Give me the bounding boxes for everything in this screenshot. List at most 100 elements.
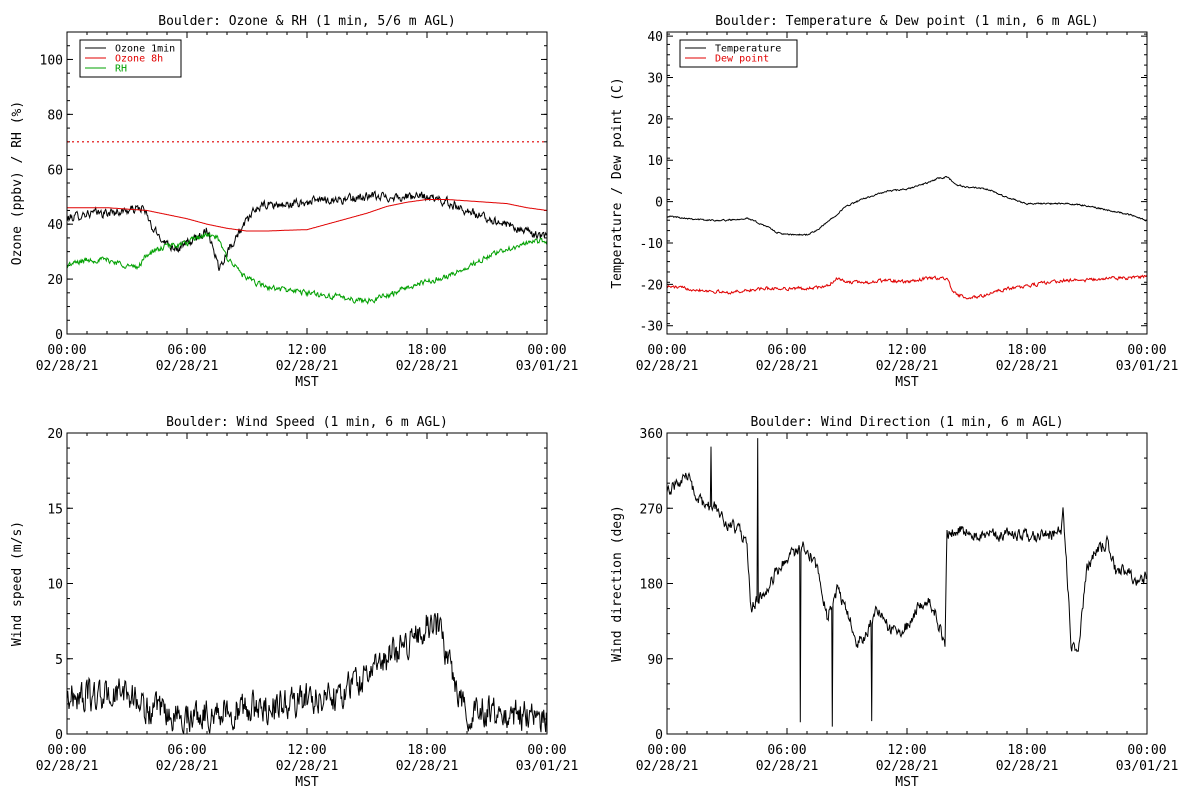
y-tick-label: -20 [640,278,663,293]
x-tick-time: 00:00 [1127,343,1166,358]
x-tick-date: 03/01/21 [516,359,579,374]
x-tick-time: 00:00 [47,743,86,758]
y-tick-label: 0 [655,196,663,211]
x-tick-date: 02/28/21 [396,759,459,774]
y-tick-label: 10 [647,154,663,169]
y-tick-label: 5 [55,653,63,668]
x-tick-date: 02/28/21 [636,759,699,774]
legend-label: Temperature [715,44,781,55]
y-tick-label: 20 [47,427,63,442]
x-tick-date: 02/28/21 [156,759,219,774]
legend-label: RH [115,64,127,75]
x-tick-time: 06:00 [767,343,806,358]
y-tick-label: 10 [47,578,63,593]
y-tick-label: 100 [40,53,63,68]
x-tick-date: 02/28/21 [276,359,339,374]
y-tick-label: 180 [640,578,663,593]
series-line-ozone-8h [67,199,547,232]
y-tick-label: 270 [640,502,663,517]
x-tick-date: 02/28/21 [36,759,99,774]
y-tick-label: 360 [640,427,663,442]
x-tick-time: 06:00 [167,743,206,758]
wind-direction-panel: Boulder: Wind Direction (1 min, 6 m AGL)… [610,415,1178,790]
legend-label: Ozone 8h [115,54,163,65]
y-tick-label: 15 [47,502,63,517]
x-tick-date: 02/28/21 [36,359,99,374]
x-axis-label: MST [295,375,319,390]
y-tick-label: 0 [655,728,663,743]
series-line-dew-point [667,274,1147,300]
y-tick-label: 0 [55,728,63,743]
x-tick-date: 03/01/21 [516,759,579,774]
y-tick-label: 0 [55,328,63,343]
temperature-dewpoint-panel: Boulder: Temperature & Dew point (1 min,… [610,14,1178,390]
x-axis-label: MST [895,775,919,790]
plot-data [667,438,1147,727]
plot-data [67,141,547,305]
y-axis-label: Ozone (ppbv) / RH (%) [10,101,25,265]
x-tick-time: 00:00 [527,343,566,358]
x-tick-date: 02/28/21 [396,359,459,374]
x-tick-time: 18:00 [1007,743,1046,758]
y-tick-label: -30 [640,320,663,335]
plot-frame [666,31,1148,335]
x-tick-time: 06:00 [767,743,806,758]
x-axis-label: MST [295,775,319,790]
series-line-ozone-1min [67,190,547,271]
y-axis-label: Wind speed (m/s) [10,521,25,646]
y-tick-label: 30 [647,72,663,87]
plot-frame [66,31,548,335]
y-tick-label: -10 [640,237,663,252]
plot-frame [666,432,1148,735]
x-tick-time: 12:00 [887,743,926,758]
y-tick-label: 40 [47,218,63,233]
y-tick-label: 20 [647,113,663,128]
x-tick-time: 12:00 [287,743,326,758]
legend-label: Ozone 1min [115,44,175,55]
x-tick-time: 18:00 [407,343,446,358]
x-tick-time: 00:00 [527,743,566,758]
legend-label: Dew point [715,54,769,65]
legend-box [679,39,798,68]
y-axis-label: Wind direction (deg) [610,505,625,662]
x-axis-label: MST [895,375,919,390]
x-tick-time: 12:00 [887,343,926,358]
x-tick-date: 02/28/21 [876,759,939,774]
y-tick-label: 80 [47,108,63,123]
y-tick-label: 40 [647,30,663,45]
series-line-rh [67,231,547,305]
series-line-wdir [667,438,1147,727]
y-tick-label: 90 [647,653,663,668]
x-tick-time: 00:00 [647,343,686,358]
x-tick-date: 03/01/21 [1116,759,1179,774]
plot-data [67,612,547,734]
x-tick-date: 02/28/21 [276,759,339,774]
x-tick-date: 02/28/21 [756,759,819,774]
y-tick-label: 60 [47,163,63,178]
x-tick-time: 12:00 [287,343,326,358]
series-line-wspd [67,612,547,734]
chart-title: Boulder: Ozone & RH (1 min, 5/6 m AGL) [158,14,455,29]
y-tick-label: 20 [47,273,63,288]
series-line-temperature [667,176,1147,237]
x-tick-date: 02/28/21 [636,359,699,374]
x-tick-time: 06:00 [167,343,206,358]
chart-title: Boulder: Wind Direction (1 min, 6 m AGL) [750,415,1063,430]
plot-data [667,176,1147,300]
chart-title: Boulder: Temperature & Dew point (1 min,… [715,14,1099,29]
plot-frame [66,432,548,735]
x-tick-date: 02/28/21 [996,359,1059,374]
ozone-rh-panel: Boulder: Ozone & RH (1 min, 5/6 m AGL) Oz… [10,14,578,390]
x-tick-time: 00:00 [647,743,686,758]
chart-title: Boulder: Wind Speed (1 min, 6 m AGL) [166,415,448,430]
x-tick-time: 00:00 [47,343,86,358]
x-tick-time: 18:00 [1007,343,1046,358]
x-tick-time: 00:00 [1127,743,1166,758]
x-tick-date: 02/28/21 [876,359,939,374]
x-tick-date: 03/01/21 [1116,359,1179,374]
x-tick-date: 02/28/21 [756,359,819,374]
x-tick-date: 02/28/21 [996,759,1059,774]
